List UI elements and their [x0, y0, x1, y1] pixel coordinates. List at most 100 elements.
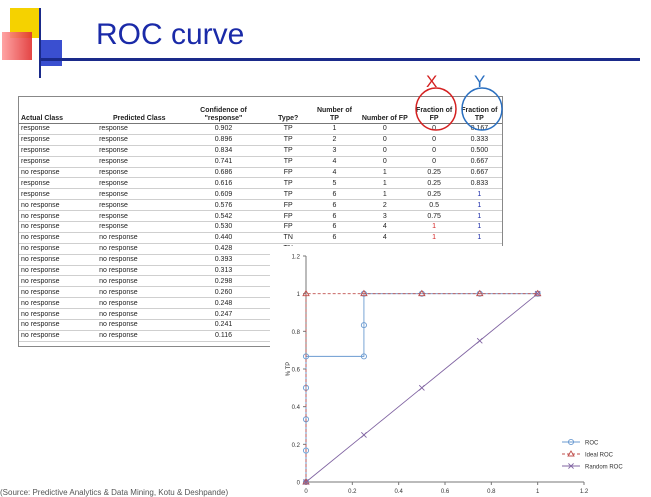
cell-predicted-class: response [97, 199, 182, 212]
legend-random-roc-label: Random ROC [585, 465, 623, 471]
random-roc-point [476, 337, 483, 344]
cell-type: TP [265, 177, 311, 190]
cell-actual-class: no response [19, 330, 98, 342]
corner-blue-square [40, 40, 62, 66]
cell-number-tp: 1 [310, 123, 359, 135]
x-tick-label: 0.2 [348, 489, 357, 495]
cell-predicted-class: response [97, 177, 182, 190]
table-row: no response response 0.542 FP 6 3 0.75 1 [19, 210, 502, 223]
cell-confidence: 0.440 [181, 232, 266, 244]
cell-predicted-class: response [97, 134, 182, 146]
ideal-roc-point [418, 289, 426, 297]
cell-predicted-class: response [97, 145, 182, 157]
cell-number-fp: 3 [358, 210, 412, 223]
col-confidence: Confidence of "response" [181, 101, 266, 124]
ideal-roc-point [475, 289, 484, 297]
cell-predicted-class: no response [97, 308, 182, 321]
cell-actual-class: no response [19, 286, 98, 299]
x-tick-label: 1 [536, 489, 540, 495]
fraction-tp-circle [461, 87, 503, 131]
roc-point [302, 353, 310, 360]
cell-actual-class: no response [19, 319, 98, 331]
fraction-fp-circle [415, 87, 457, 131]
table-row: response response 0.896 TP 2 0 0 0.333 [19, 134, 502, 146]
cell-number-tp: 4 [310, 156, 359, 168]
roc-point [302, 447, 310, 454]
x-tick-label: 0.4 [394, 489, 403, 495]
cell-fraction-tp: 1 [456, 199, 502, 212]
cell-predicted-class: response [97, 123, 182, 135]
y-tick-label: 0.2 [292, 443, 301, 449]
cell-confidence: 0.542 [181, 210, 266, 223]
cell-confidence: 0.609 [181, 188, 266, 201]
table-row: no response response 0.686 FP 4 1 0.25 0.667 [19, 167, 502, 179]
table-row: response response 0.609 TP 6 1 0.25 1 [19, 188, 502, 201]
cell-fraction-fp: 0.5 [411, 199, 457, 212]
cell-fraction-fp: 1 [411, 221, 457, 233]
table-row: response response 0.741 TP 4 0 0 0.667 [19, 156, 502, 168]
cell-number-fp: 4 [358, 232, 412, 244]
cell-number-tp: 3 [310, 145, 359, 157]
cell-predicted-class: response [97, 156, 182, 168]
cell-confidence: 0.896 [181, 134, 266, 146]
table-row: no response response 0.530 FP 6 4 1 1 [19, 221, 502, 233]
cell-fraction-fp: 0 [411, 156, 457, 168]
cell-predicted-class: no response [97, 275, 182, 288]
cell-fraction-tp: 0.667 [456, 156, 502, 168]
cell-actual-class: no response [19, 275, 98, 288]
ideal-roc-series-line [305, 293, 538, 482]
table-row: response response 0.616 TP 5 1 0.25 0.833 [19, 177, 502, 190]
x-tick-label: 0 [304, 489, 308, 495]
cell-number-tp: 6 [310, 232, 359, 244]
cell-type: TP [265, 123, 311, 135]
x-tick-label: 0.6 [441, 489, 450, 495]
cell-predicted-class: no response [97, 243, 182, 255]
table-header-row: Actual Class Predicted Class Confidence … [19, 101, 502, 124]
cell-confidence: 0.741 [181, 156, 266, 168]
cell-actual-class: response [19, 177, 98, 190]
cell-number-fp: 0 [358, 145, 412, 157]
col-predicted-class: Predicted Class [97, 101, 182, 124]
cell-number-tp: 6 [310, 188, 359, 201]
cell-predicted-class: no response [97, 330, 182, 342]
cell-number-fp: 0 [358, 123, 412, 135]
cell-confidence: 0.576 [181, 199, 266, 212]
cell-fraction-tp: 1 [456, 221, 502, 233]
cell-actual-class: response [19, 134, 98, 146]
cell-fraction-fp: 0 [411, 145, 457, 157]
cell-number-fp: 0 [358, 156, 412, 168]
cell-actual-class: response [19, 188, 98, 201]
legend-roc-marker [567, 438, 575, 446]
cell-confidence: 0.686 [181, 167, 266, 179]
cell-fraction-tp: 0.667 [456, 167, 502, 179]
y-tick-label: 0 [297, 481, 301, 487]
cell-actual-class: no response [19, 167, 98, 179]
y-tick-label: 1.2 [292, 255, 301, 261]
cell-fraction-tp: 1 [456, 188, 502, 201]
y-tick-label: 1 [297, 292, 301, 298]
col-type: Type? [265, 101, 311, 124]
cell-predicted-class: no response [97, 286, 182, 299]
random-roc-point [303, 479, 309, 485]
cell-confidence: 0.298 [181, 275, 266, 288]
col-fraction-tp: Fraction of TP [456, 101, 502, 124]
cell-confidence: 0.241 [181, 319, 266, 331]
cell-fraction-fp: 0.25 [411, 188, 457, 201]
cell-predicted-class: response [97, 221, 182, 233]
roc-point [360, 322, 367, 329]
ideal-roc-point [302, 289, 310, 297]
cell-number-fp: 2 [358, 199, 412, 212]
cell-actual-class: response [19, 145, 98, 157]
cell-predicted-class: no response [97, 319, 182, 331]
cell-fraction-fp: 1 [411, 232, 457, 244]
table-frame [18, 96, 503, 347]
cell-predicted-class: response [97, 210, 182, 223]
cell-actual-class: no response [19, 199, 98, 212]
header-highlight-circles [415, 87, 503, 131]
cell-type: TP [265, 156, 311, 168]
roc-chart: 00.20.40.60.811.200.20.40.60.811.2% FP% … [270, 246, 648, 496]
ideal-roc-point [302, 478, 310, 485]
cell-predicted-class: no response [97, 254, 182, 266]
y-marker: Y [474, 72, 486, 91]
cell-number-fp: 1 [358, 188, 412, 201]
